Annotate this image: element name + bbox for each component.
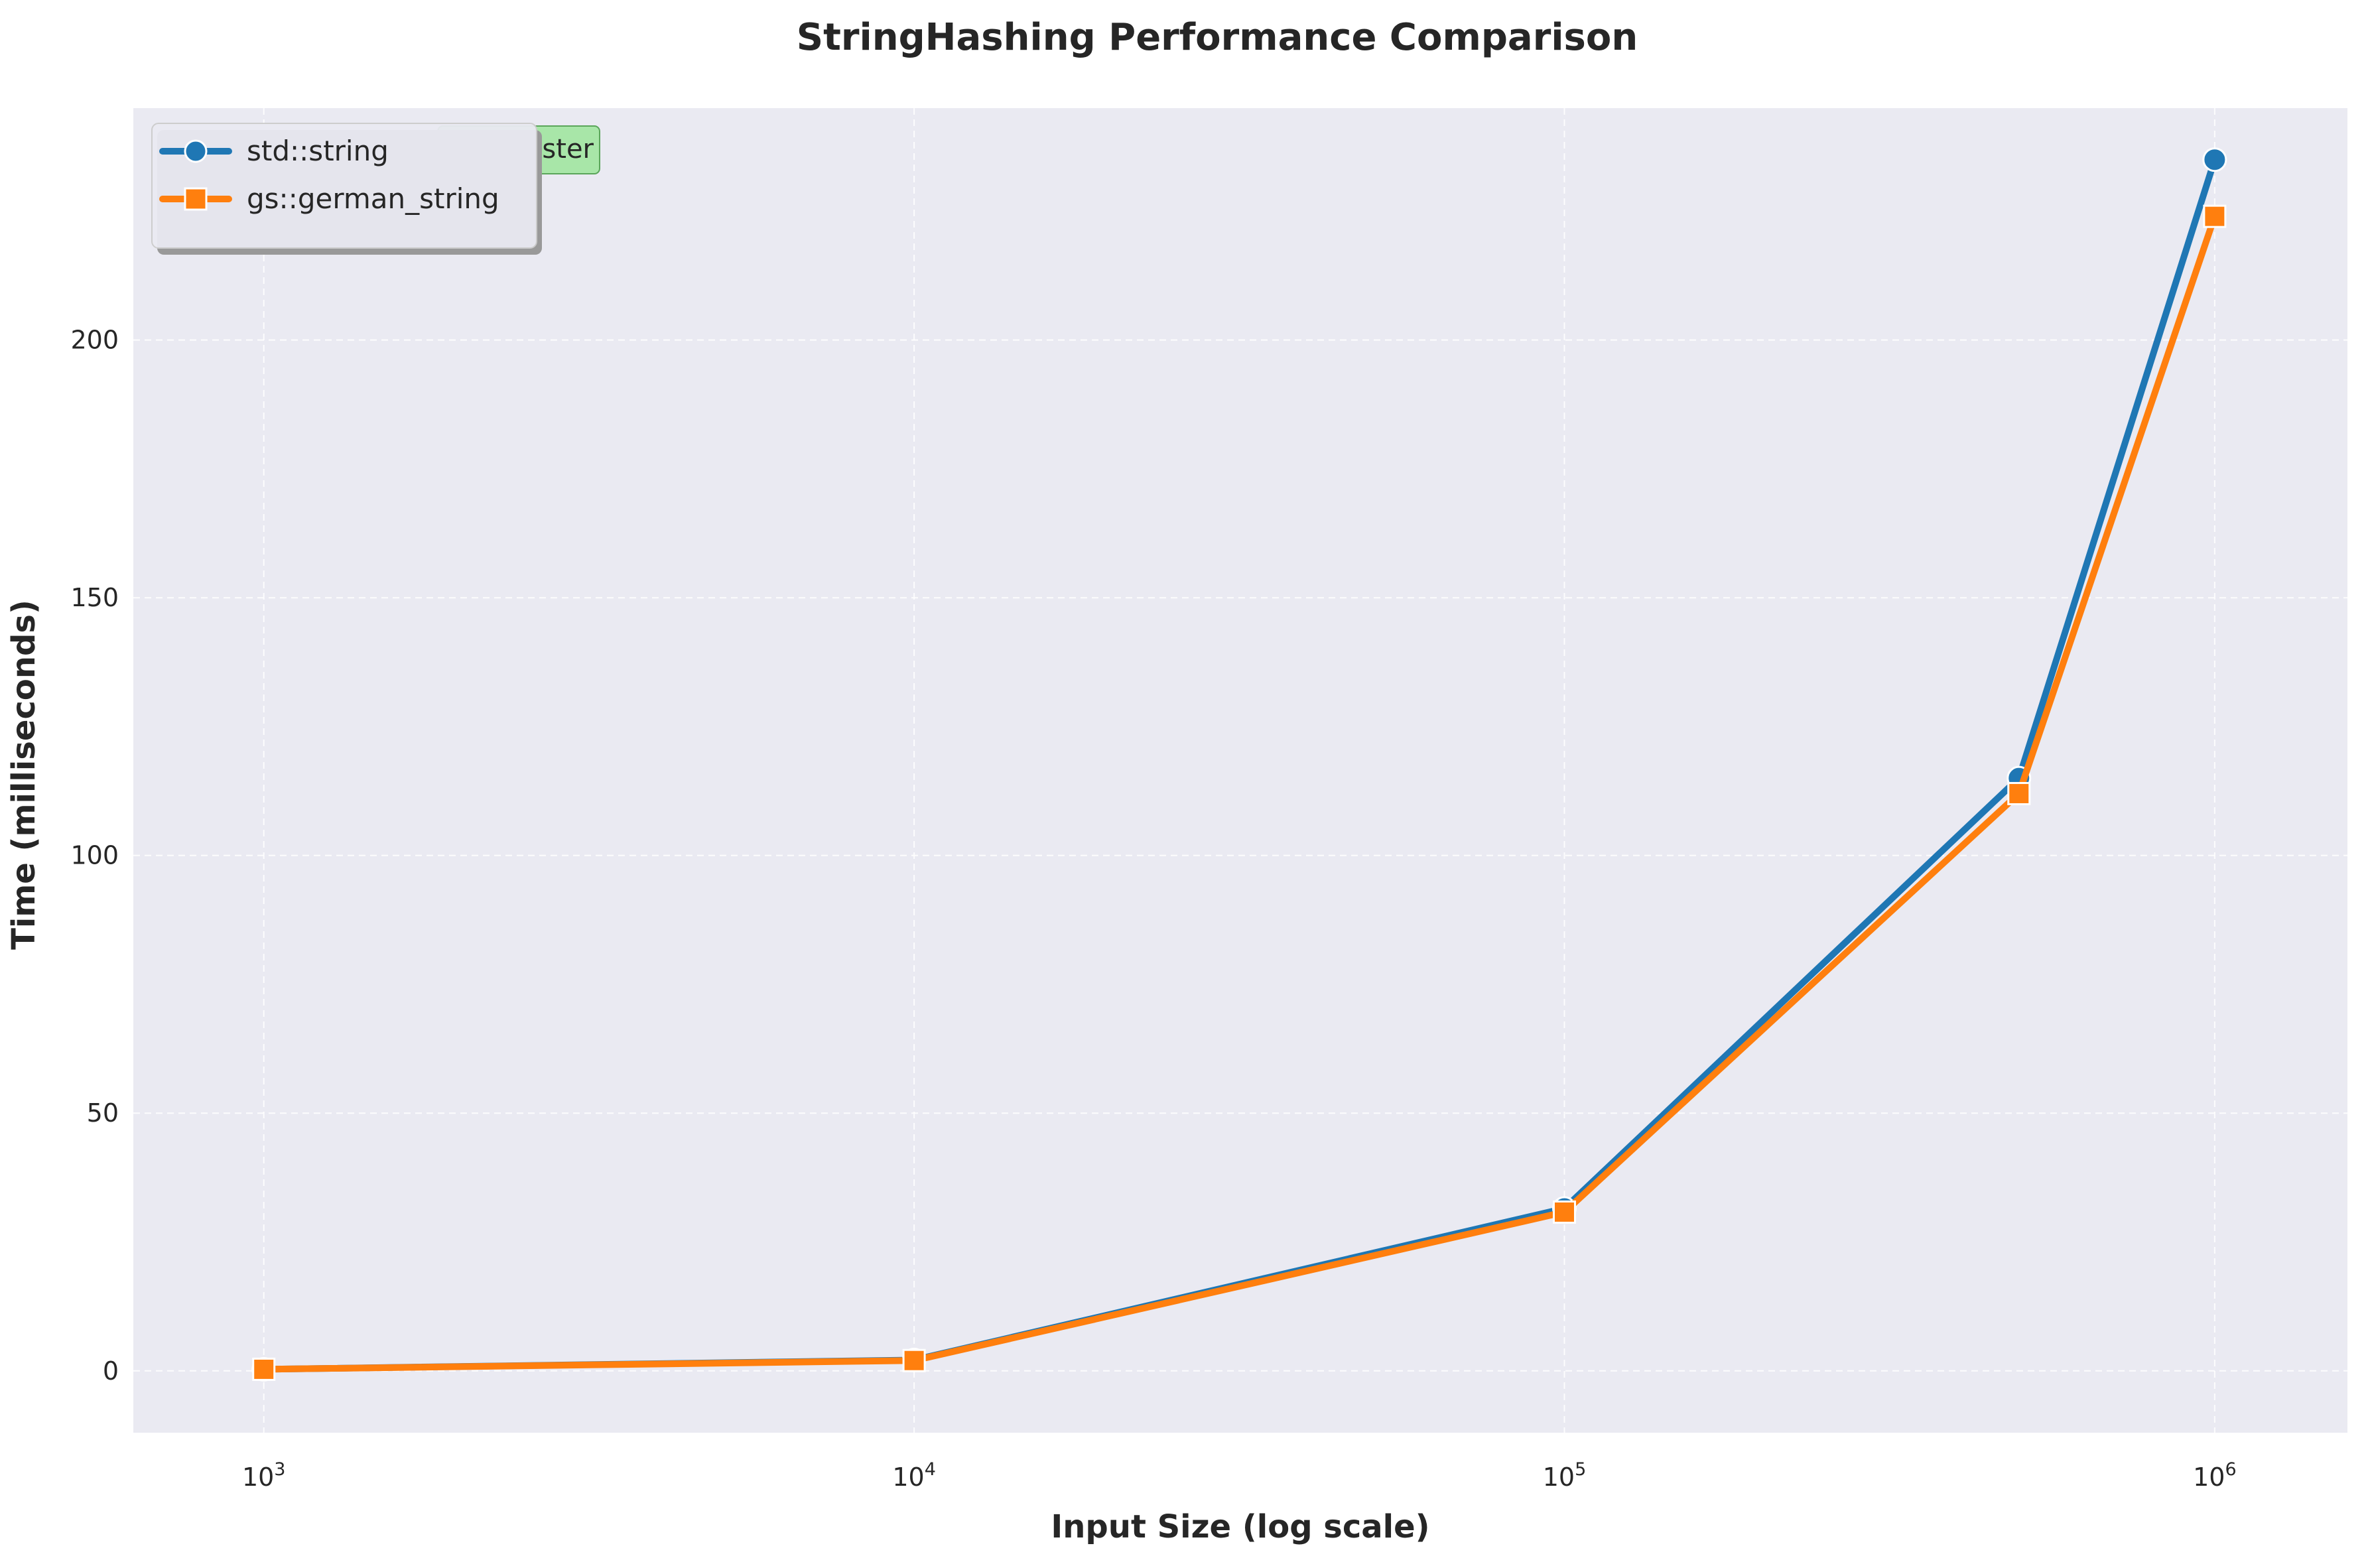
legend-marker [184, 139, 208, 163]
x-tick-label: 103 [242, 1459, 286, 1492]
x-tick-label: 105 [1543, 1459, 1587, 1492]
legend-marker [184, 187, 208, 211]
y-tick-label: 50 [87, 1098, 119, 1128]
data-point [902, 1348, 926, 1372]
data-point [252, 1357, 276, 1381]
data-point [2202, 147, 2227, 172]
x-tick-label: 106 [2193, 1459, 2237, 1492]
legend-item: gs::german_string [159, 182, 499, 215]
series-layer [251, 147, 2227, 1382]
legend-label: gs::german_string [247, 182, 499, 215]
legend-item: std::string [159, 135, 389, 167]
chart-title: StringHashing Performance Comparison [797, 16, 1638, 59]
y-axis-ticks: 0 50 100 150 200 [70, 326, 119, 1386]
data-point [2203, 204, 2227, 228]
annotation-text: ster [542, 134, 594, 164]
x-axis-label: Input Size (log scale) [1051, 1508, 1429, 1545]
x-axis-ticks: 103 104 105 106 [242, 1459, 2237, 1492]
x-tick-label: 104 [892, 1459, 936, 1492]
grid-lines [133, 108, 2347, 1433]
data-point [1552, 1200, 1576, 1224]
legend-box [151, 123, 537, 249]
plot-area [133, 108, 2347, 1433]
y-tick-label: 0 [103, 1356, 119, 1386]
data-point [2007, 781, 2031, 805]
y-axis-label: Time (milliseconds) [5, 600, 42, 950]
y-tick-label: 100 [70, 841, 119, 870]
legend-label: std::string [247, 135, 389, 167]
y-tick-label: 150 [70, 583, 119, 612]
y-tick-label: 200 [70, 326, 119, 355]
series-german-string [252, 204, 2227, 1381]
